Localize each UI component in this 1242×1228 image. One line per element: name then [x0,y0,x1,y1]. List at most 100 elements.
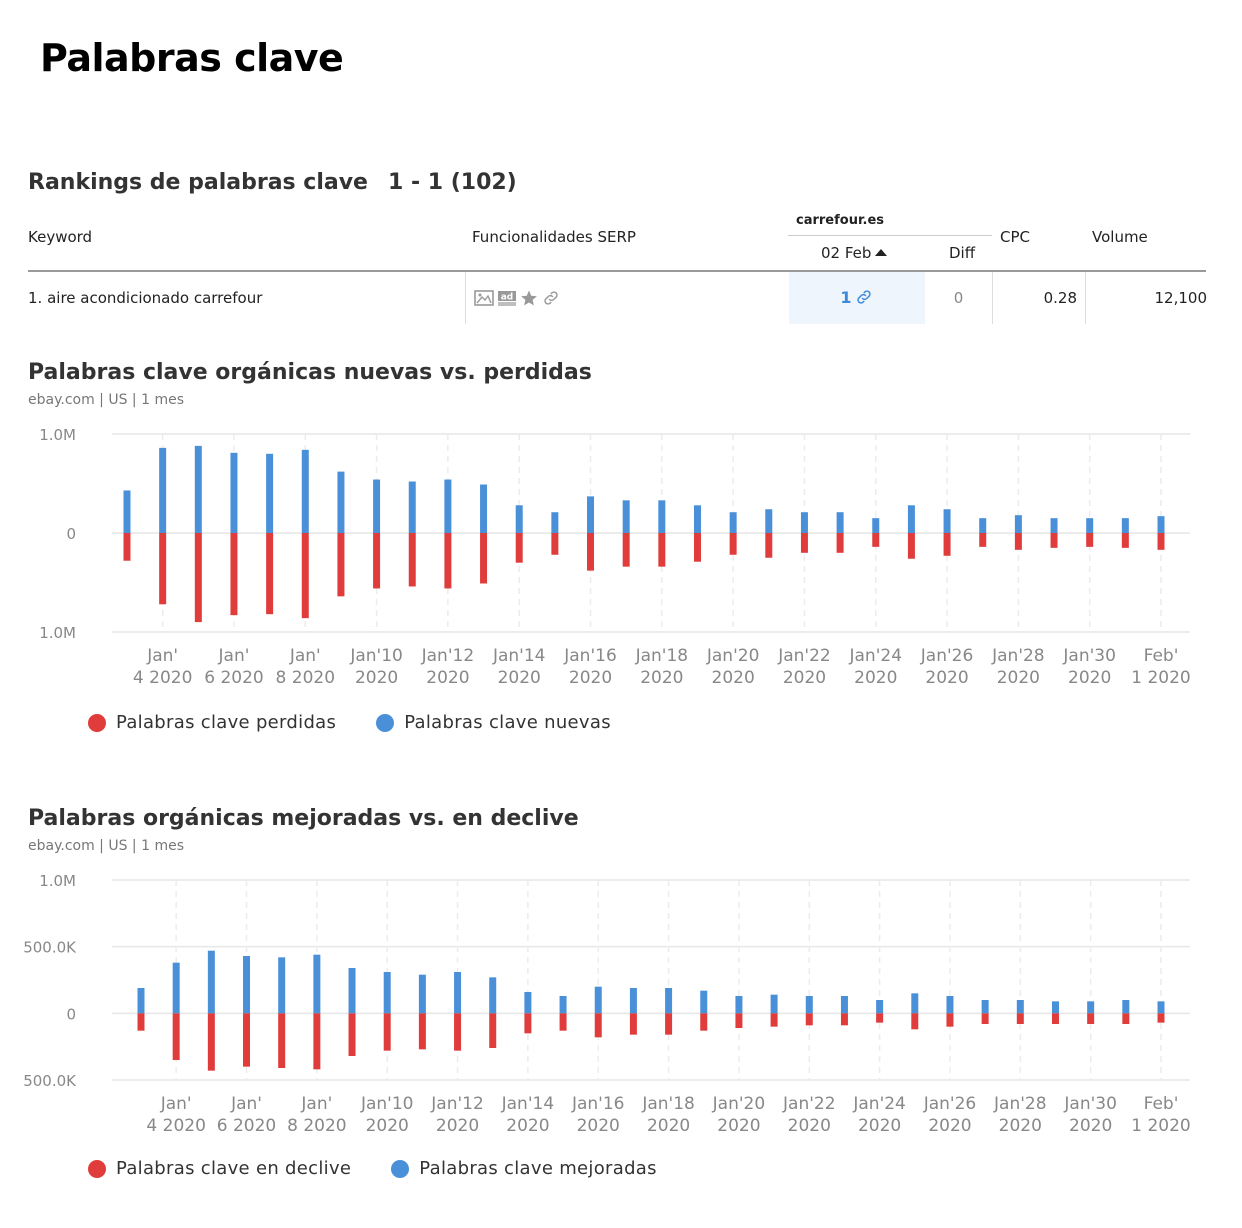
chart2-bar-negative[interactable] [243,1013,251,1067]
chart2-bar-positive[interactable] [1157,1001,1165,1014]
chart1-bar-positive[interactable] [159,447,167,533]
chart1-bar-negative[interactable] [1121,533,1129,548]
chart1-bar-positive[interactable] [301,449,309,533]
chart1-bar-negative[interactable] [622,533,630,567]
chart1-bar-positive[interactable] [230,452,238,533]
chart1-bar-negative[interactable] [266,533,274,615]
position-cell[interactable]: 1 [789,272,925,324]
chart2-bar-negative[interactable] [278,1013,286,1068]
chart1-bar-positive[interactable] [337,471,345,533]
chart1-bar-positive[interactable] [123,490,131,533]
chart1-bar-positive[interactable] [1121,518,1129,533]
chart1-bar-negative[interactable] [551,533,559,555]
chart2-bar-negative[interactable] [137,1013,145,1031]
chart2-bar-negative[interactable] [805,1013,813,1026]
chart2-bar-negative[interactable] [911,1013,919,1030]
chart1-bar-positive[interactable] [1086,518,1094,533]
chart1-bar-positive[interactable] [907,505,915,533]
chart2-bar-negative[interactable] [594,1013,602,1038]
chart2-bar-positive[interactable] [243,956,251,1014]
chart1-bar-positive[interactable] [729,512,737,533]
chart2-bar-negative[interactable] [207,1013,215,1071]
chart2-bar-negative[interactable] [418,1013,426,1050]
chart1-bar-negative[interactable] [872,533,880,547]
chart2-bar-positive[interactable] [594,986,602,1014]
chart2-bar-positive[interactable] [1087,1001,1095,1014]
chart2-bar-negative[interactable] [735,1013,743,1028]
chart1-bar-negative[interactable] [1157,533,1165,550]
chart1-bar-positive[interactable] [943,509,951,533]
chart2-bar-positive[interactable] [805,996,813,1014]
chart2-bar-negative[interactable] [665,1013,673,1035]
chart2-bar-positive[interactable] [946,996,954,1014]
chart1-bar-positive[interactable] [872,518,880,533]
chart1-bar-negative[interactable] [1050,533,1058,548]
chart1-bar-positive[interactable] [373,479,381,533]
column-header-date[interactable]: 02 Feb [821,244,888,262]
chart2-bar-positive[interactable] [524,992,532,1014]
chart2-bar-positive[interactable] [665,988,673,1014]
chart1-bar-negative[interactable] [408,533,416,587]
chart1-bar-negative[interactable] [301,533,309,619]
chart2-bar-negative[interactable] [840,1013,848,1026]
legend-item-new[interactable]: Palabras clave nuevas [376,712,611,733]
chart1-bar-positive[interactable] [693,505,701,533]
chart1-bar-positive[interactable] [266,453,274,533]
chart2-bar-negative[interactable] [1051,1013,1059,1024]
chart2-bar-positive[interactable] [911,993,919,1014]
chart2-bar-negative[interactable] [454,1013,462,1051]
chart1-bar-negative[interactable] [729,533,737,555]
column-header-keyword[interactable]: Keyword [28,228,93,246]
chart2-bar-positive[interactable] [840,996,848,1014]
chart1-bar-positive[interactable] [979,518,987,533]
chart1-bar-negative[interactable] [693,533,701,562]
chart1-bar-positive[interactable] [765,509,773,533]
chart1-bar-positive[interactable] [622,500,630,533]
legend-item-declining[interactable]: Palabras clave en declive [88,1158,351,1179]
chart1-bar-positive[interactable] [515,505,523,533]
chart1-bar-positive[interactable] [800,512,808,533]
chart2-bar-negative[interactable] [559,1013,567,1031]
chart1-bar-negative[interactable] [480,533,488,584]
url-link-icon[interactable] [854,288,874,306]
column-header-volume[interactable]: Volume [1092,228,1148,246]
chart2-bar-positive[interactable] [383,972,391,1014]
chart2-bar-positive[interactable] [770,994,778,1014]
chart2-bar-positive[interactable] [1122,1000,1130,1014]
chart2-bar-negative[interactable] [981,1013,989,1024]
chart1-bar-positive[interactable] [1014,515,1022,533]
chart1-bar-negative[interactable] [444,533,452,589]
chart1-bar-positive[interactable] [194,445,202,533]
chart1-bar-positive[interactable] [587,496,595,533]
chart2-bar-negative[interactable] [876,1013,884,1023]
legend-item-improved[interactable]: Palabras clave mejoradas [391,1158,657,1179]
chart2-bar-negative[interactable] [770,1013,778,1027]
chart2-bar-negative[interactable] [313,1013,321,1070]
chart2-bar-positive[interactable] [137,988,145,1014]
chart1-bar-positive[interactable] [551,512,559,533]
chart1-bar-negative[interactable] [1014,533,1022,550]
chart2-bar-positive[interactable] [418,974,426,1014]
chart1-bar-negative[interactable] [515,533,523,563]
chart2-bar-positive[interactable] [1051,1001,1059,1014]
column-header-diff[interactable]: Diff [949,244,976,262]
chart1-bar-negative[interactable] [907,533,915,559]
chart2-bar-negative[interactable] [348,1013,356,1056]
chart1-bar-negative[interactable] [765,533,773,558]
chart1-bar-negative[interactable] [230,533,238,616]
chart2-bar-positive[interactable] [700,990,708,1014]
chart2-bar-negative[interactable] [524,1013,532,1034]
chart1-bar-positive[interactable] [1157,516,1165,533]
chart2-bar-negative[interactable] [1087,1013,1095,1024]
chart2-bar-positive[interactable] [629,988,637,1014]
chart2-bar-negative[interactable] [489,1013,497,1048]
chart2-bar-negative[interactable] [1016,1013,1024,1024]
chart2-bar-positive[interactable] [876,1000,884,1014]
chart2-bar-positive[interactable] [207,950,215,1014]
chart1-bar-positive[interactable] [408,481,416,533]
chart1-bar-positive[interactable] [1050,518,1058,533]
chart1-bar-positive[interactable] [836,512,844,533]
chart2-bar-negative[interactable] [1157,1013,1165,1023]
column-header-cpc[interactable]: CPC [1000,228,1030,246]
chart2-bar-negative[interactable] [700,1013,708,1031]
